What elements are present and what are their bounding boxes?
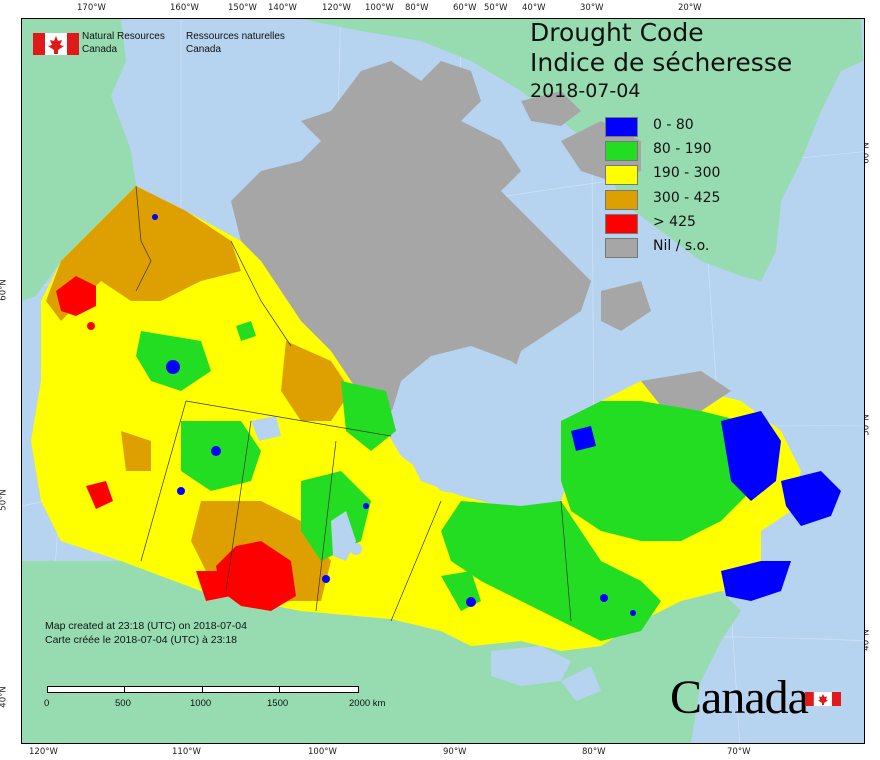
scale-label: 2000 km [349, 698, 386, 709]
dc-80-190-zones [136, 321, 761, 641]
scale-label: 0 [44, 698, 50, 709]
credit-line-fr: Carte créée le 2018-07-04 (UTC) à 23:18 [45, 634, 238, 646]
map-title-en: Drought Code [530, 18, 704, 47]
credit-line-en: Map created at 23:18 (UTC) on 2018-07-04 [45, 620, 247, 632]
map-date: 2018-07-04 [530, 80, 641, 102]
canada-wordmark: Canada [670, 671, 809, 724]
legend-label: 0 - 80 [653, 117, 694, 133]
agency-name-en-1: Natural Resources [82, 31, 165, 42]
agency-name-fr-2: Canada [186, 44, 222, 55]
lon-label-top: 150°W [228, 3, 257, 13]
usa-landmass [22, 561, 741, 743]
lat-label-left: 40°N [0, 686, 9, 708]
lakes [251, 416, 601, 701]
agency-name-fr-1: Ressources naturelles [186, 31, 285, 42]
lon-label-bottom: 70°W [727, 747, 751, 757]
lon-label-top: 160°W [170, 3, 199, 13]
alaska-landmass [22, 19, 136, 301]
lon-label-top: 100°W [365, 3, 394, 13]
lon-label-top: 170°W [77, 3, 106, 13]
legend-swatch [605, 213, 638, 234]
map-canvas [21, 18, 865, 744]
scale-label: 1000 [190, 698, 212, 709]
legend-label: > 425 [653, 213, 696, 230]
scale-midline [47, 692, 357, 694]
lon-label-top: 40°W [522, 3, 546, 13]
agency-signature: Natural Resources Canada Ressources natu… [12, 12, 285, 55]
lat-label-left: 50°N [0, 489, 9, 511]
drought-map [22, 19, 864, 743]
scale-label: 500 [115, 698, 131, 709]
lon-label-top: 30°W [580, 3, 604, 13]
scale-label: 1500 [267, 698, 289, 709]
lon-label-top: 50°W [484, 3, 508, 13]
legend-swatch [605, 165, 638, 186]
dc-0-80-zones [152, 214, 841, 616]
lon-label-top: 60°W [453, 3, 477, 13]
legend-label: 190 - 300 [653, 165, 721, 182]
legend-label: Nil / s.o. [653, 237, 710, 254]
lon-label-bottom: 100°W [308, 747, 337, 757]
legend-swatch [605, 189, 638, 210]
province-borders [135, 185, 572, 622]
lon-label-top: 80°W [405, 3, 429, 13]
dc-425-plus-zones [56, 276, 296, 611]
legend-label: 80 - 190 [653, 141, 712, 158]
canada-flag-icon [33, 33, 79, 55]
lon-label-top: 140°W [268, 3, 297, 13]
wordmark-flag-icon [805, 692, 841, 707]
agency-name-en-2: Canada [82, 44, 118, 55]
map-title-fr: Indice de sécheresse [530, 48, 793, 77]
lon-label-bottom: 90°W [443, 747, 467, 757]
map-credits: Map created at 23:18 (UTC) on 2018-07-04… [45, 619, 247, 647]
lon-label-bottom: 120°W [29, 747, 58, 757]
lon-label-bottom: 80°W [582, 747, 606, 757]
legend-swatch [605, 117, 638, 137]
lon-label-top: 120°W [322, 3, 351, 13]
legend-swatch [605, 237, 638, 258]
lon-label-bottom: 110°W [172, 747, 201, 757]
lat-label-left: 60°N [0, 279, 9, 301]
legend-swatch [605, 141, 638, 162]
hudson-bay [386, 346, 576, 506]
lon-label-top: 20°W [678, 3, 702, 13]
greenland-landmass [301, 19, 863, 281]
legend-label: 300 - 425 [653, 189, 721, 206]
